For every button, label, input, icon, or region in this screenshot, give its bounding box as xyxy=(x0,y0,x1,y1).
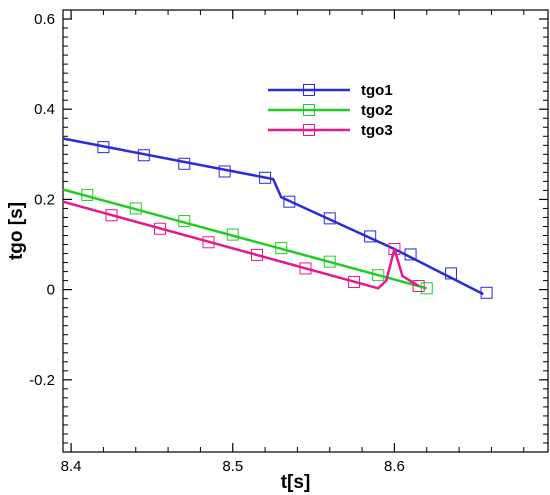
data-point-marker xyxy=(364,230,377,243)
y-tick-label: -0.2 xyxy=(29,372,55,389)
legend-marker-swatch xyxy=(303,124,315,136)
data-point-marker xyxy=(348,275,360,288)
y-axis-title: tgo [s] xyxy=(6,202,27,260)
legend-item: tgo1 xyxy=(268,82,393,99)
y-tick-label: 0.4 xyxy=(34,101,55,118)
y-tick-label: 0.6 xyxy=(34,11,55,28)
data-point-marker xyxy=(251,248,263,261)
data-point-marker xyxy=(420,282,433,295)
plot-frame xyxy=(62,9,549,453)
data-point-marker xyxy=(412,280,425,293)
data-point-marker xyxy=(323,255,336,268)
series-line xyxy=(62,188,428,290)
data-point-marker xyxy=(202,236,215,249)
data-point-marker xyxy=(445,267,457,280)
data-point-marker xyxy=(154,222,166,235)
series-tgo1 xyxy=(62,137,493,299)
data-point-marker xyxy=(81,188,94,201)
legend-item: tgo3 xyxy=(268,122,393,139)
legend-label: tgo2 xyxy=(361,102,393,119)
series-layer xyxy=(62,137,493,299)
data-point-marker xyxy=(299,262,312,275)
data-point-marker xyxy=(388,243,401,256)
series-tgo2 xyxy=(62,188,433,295)
data-point-marker xyxy=(275,242,288,255)
legend-label: tgo1 xyxy=(361,82,393,99)
data-point-marker xyxy=(323,212,336,225)
data-point-marker xyxy=(218,165,231,178)
data-point-marker xyxy=(259,171,272,184)
legend-marker-swatch xyxy=(303,84,315,96)
data-point-marker xyxy=(283,195,296,208)
data-point-marker xyxy=(226,228,239,241)
x-tick-label: 8.5 xyxy=(222,458,243,475)
data-point-marker xyxy=(137,149,150,162)
data-point-marker xyxy=(178,157,191,170)
series-line xyxy=(62,137,484,296)
y-tick-label: 0.2 xyxy=(34,191,55,208)
data-point-marker xyxy=(404,248,417,261)
data-point-marker xyxy=(372,269,385,282)
x-axis-title: t[s] xyxy=(281,472,311,493)
legend-label: tgo3 xyxy=(361,122,393,139)
y-tick-label: 0 xyxy=(47,282,55,299)
x-tick-label: 8.4 xyxy=(61,458,82,475)
data-point-marker xyxy=(178,215,191,228)
series-tgo3 xyxy=(62,200,425,293)
legend-marker-swatch xyxy=(303,104,315,116)
legend-item: tgo2 xyxy=(268,102,393,119)
data-point-marker xyxy=(129,202,142,215)
data-point-marker xyxy=(480,286,493,299)
data-point-marker xyxy=(105,209,118,222)
data-point-marker xyxy=(97,141,110,154)
series-line xyxy=(62,200,420,290)
x-tick-label: 8.6 xyxy=(384,458,405,475)
axes: 8.4 8.5 8.6 -0.2 0 0.2 0.4 0.6 xyxy=(29,9,549,475)
legend: tgo1 tgo2 tgo3 xyxy=(268,82,393,139)
